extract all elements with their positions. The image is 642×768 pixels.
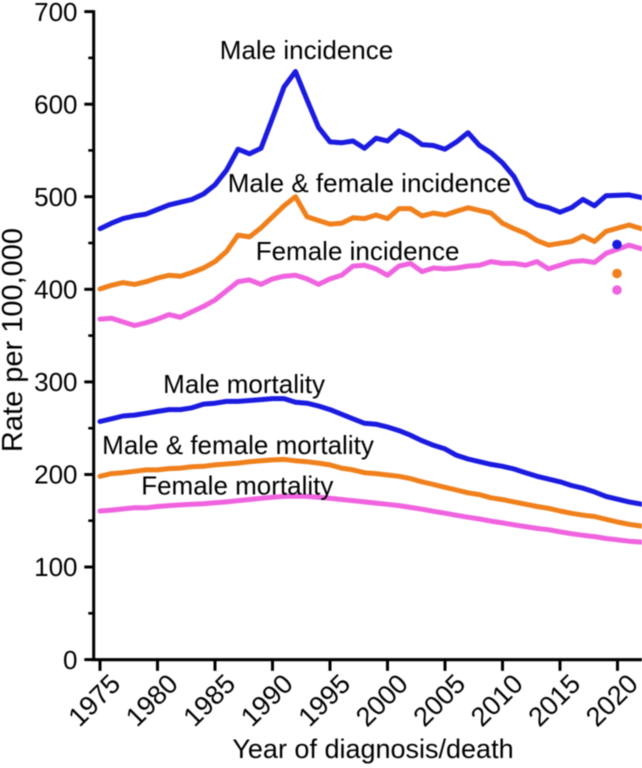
- svg-text:Female mortality: Female mortality: [141, 471, 333, 501]
- svg-text:Female incidence: Female incidence: [256, 236, 460, 266]
- svg-text:400: 400: [34, 275, 77, 305]
- svg-text:600: 600: [34, 89, 77, 119]
- svg-text:Male & female incidence: Male & female incidence: [228, 168, 511, 198]
- svg-text:0: 0: [63, 645, 77, 675]
- svg-text:Year of diagnosis/death: Year of diagnosis/death: [232, 734, 513, 764]
- svg-text:700: 700: [34, 0, 77, 27]
- svg-text:Male mortality: Male mortality: [163, 369, 325, 399]
- svg-text:500: 500: [34, 182, 77, 212]
- svg-text:200: 200: [34, 460, 77, 490]
- svg-text:Rate per 100,000: Rate per 100,000: [0, 228, 29, 452]
- svg-text:100: 100: [34, 552, 77, 582]
- svg-text:300: 300: [34, 367, 77, 397]
- svg-text:Male & female mortality: Male & female mortality: [102, 430, 374, 460]
- svg-text:Male incidence: Male incidence: [220, 35, 393, 65]
